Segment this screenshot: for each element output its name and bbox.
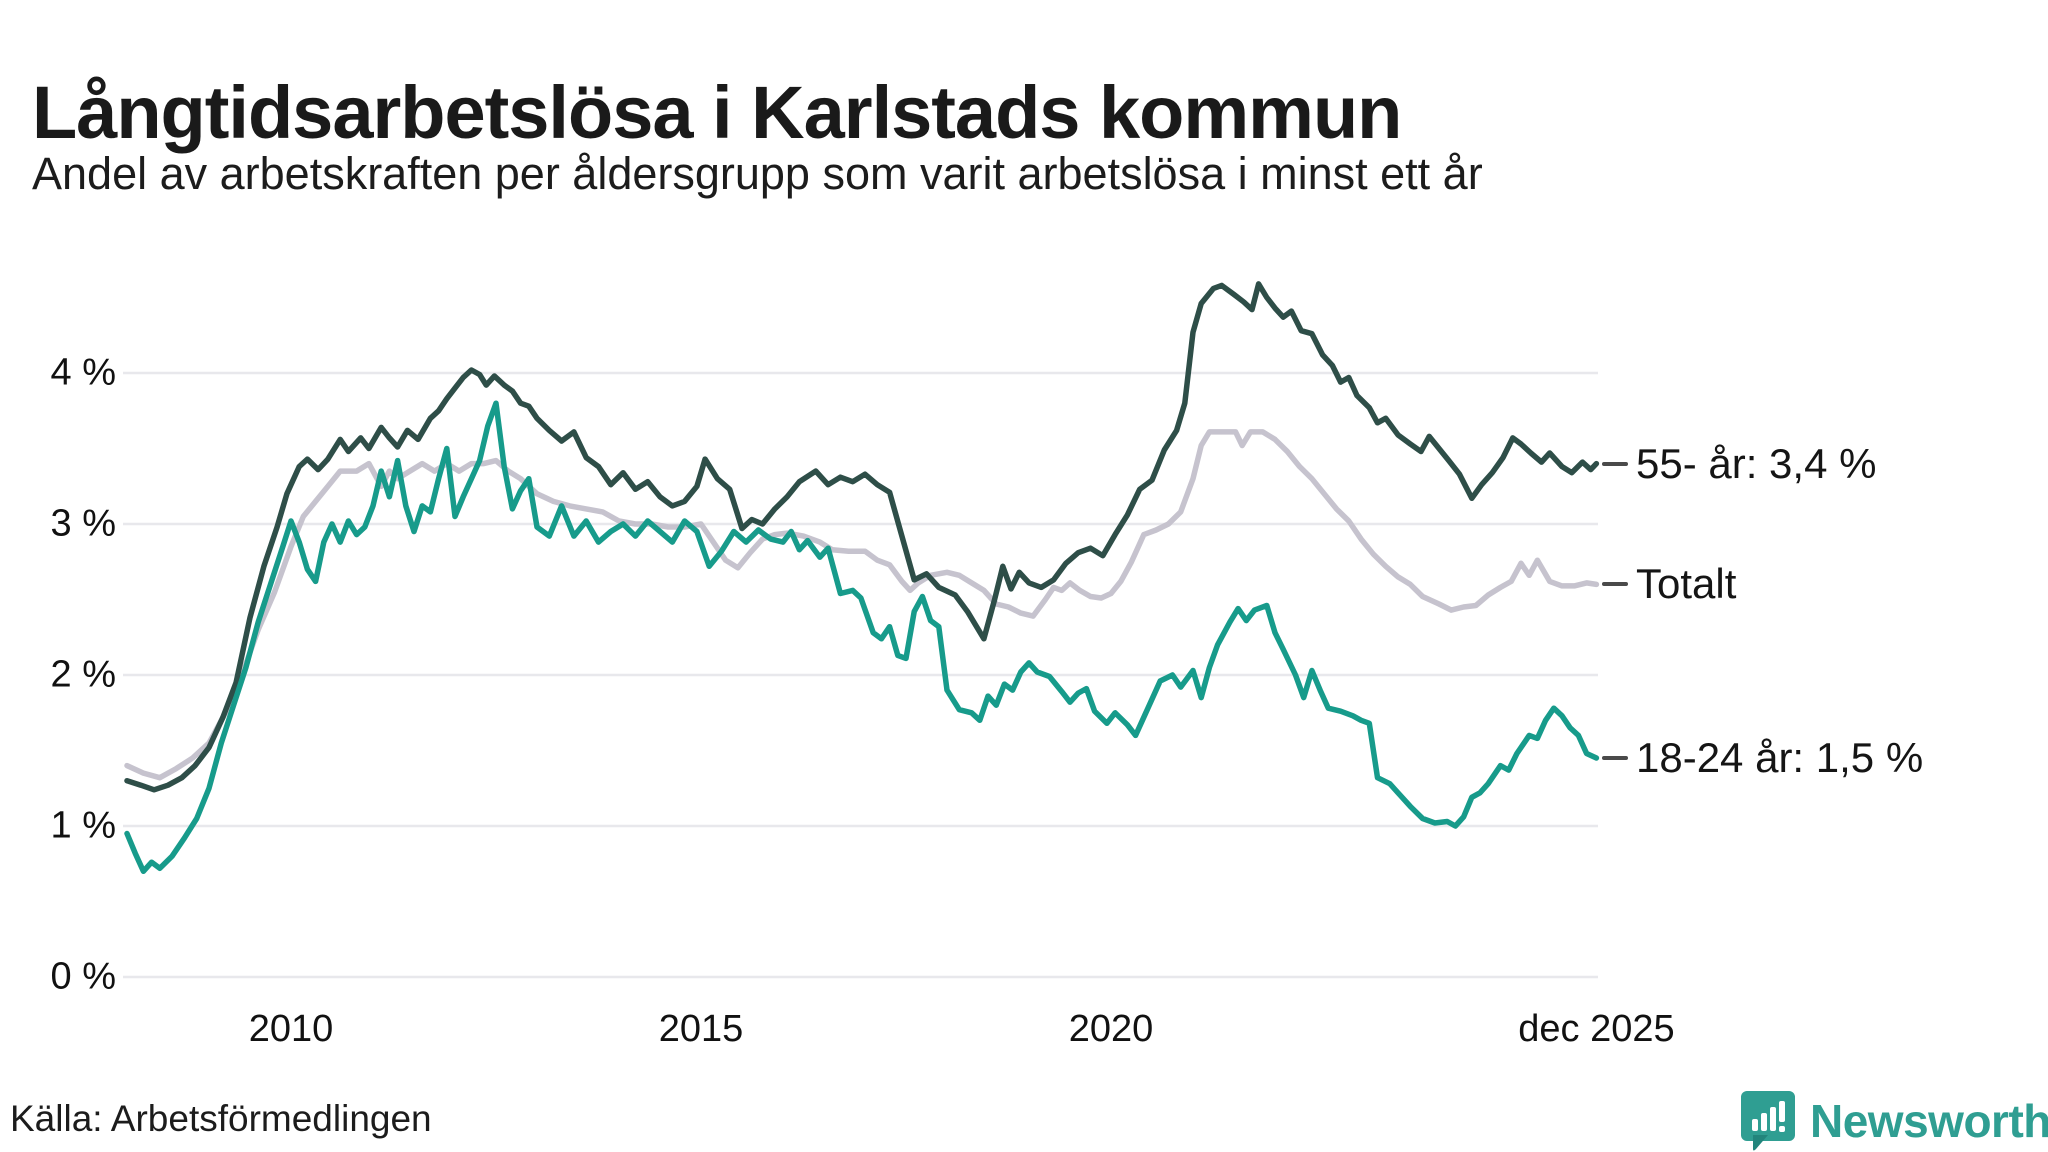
label-tick-dash: [1602, 756, 1628, 761]
y-tick-label: 4 %: [50, 351, 116, 394]
series-label-text: 18-24 år: 1,5 %: [1636, 734, 1924, 782]
x-tick-label: 2015: [658, 1008, 744, 1050]
bar-chart-speech-bubble-icon: [1741, 1091, 1795, 1151]
gridlines: [123, 371, 1598, 979]
series-lines: [124, 281, 1600, 875]
label-tick-dash: [1602, 461, 1628, 466]
series-end-label: 55- år: 3,4 %: [1602, 440, 1876, 488]
series-end-label: Totalt: [1602, 560, 1736, 608]
x-tick-label: 2020: [1068, 1008, 1154, 1050]
page-title: Långtidsarbetslösa i Karlstads kommun: [32, 70, 1402, 154]
y-tick-label: 0 %: [50, 955, 116, 998]
brand-name: Newsworthy: [1810, 1095, 2048, 1147]
y-tick-label: 1 %: [50, 804, 116, 847]
series-line-18-24-r: [124, 400, 1600, 875]
source-note: Källa: Arbetsförmedlingen: [10, 1098, 432, 1139]
series-label-text: 55- år: 3,4 %: [1636, 439, 1877, 487]
series-end-label: 18-24 år: 1,5 %: [1602, 734, 1923, 782]
x-tick-label: 2010: [248, 1008, 334, 1050]
page-subtitle: Andel av arbetskraften per åldersgrupp s…: [32, 148, 1483, 199]
x-tick-label: dec 2025: [1518, 1008, 1675, 1050]
series-line-55-r: [124, 281, 1600, 793]
y-tick-label: 2 %: [50, 653, 116, 696]
series-label-text: Totalt: [1636, 560, 1737, 608]
y-tick-label: 3 %: [50, 502, 116, 545]
newsworthy-logo: Newsworthy: [1740, 1090, 2048, 1152]
label-tick-dash: [1602, 582, 1628, 587]
